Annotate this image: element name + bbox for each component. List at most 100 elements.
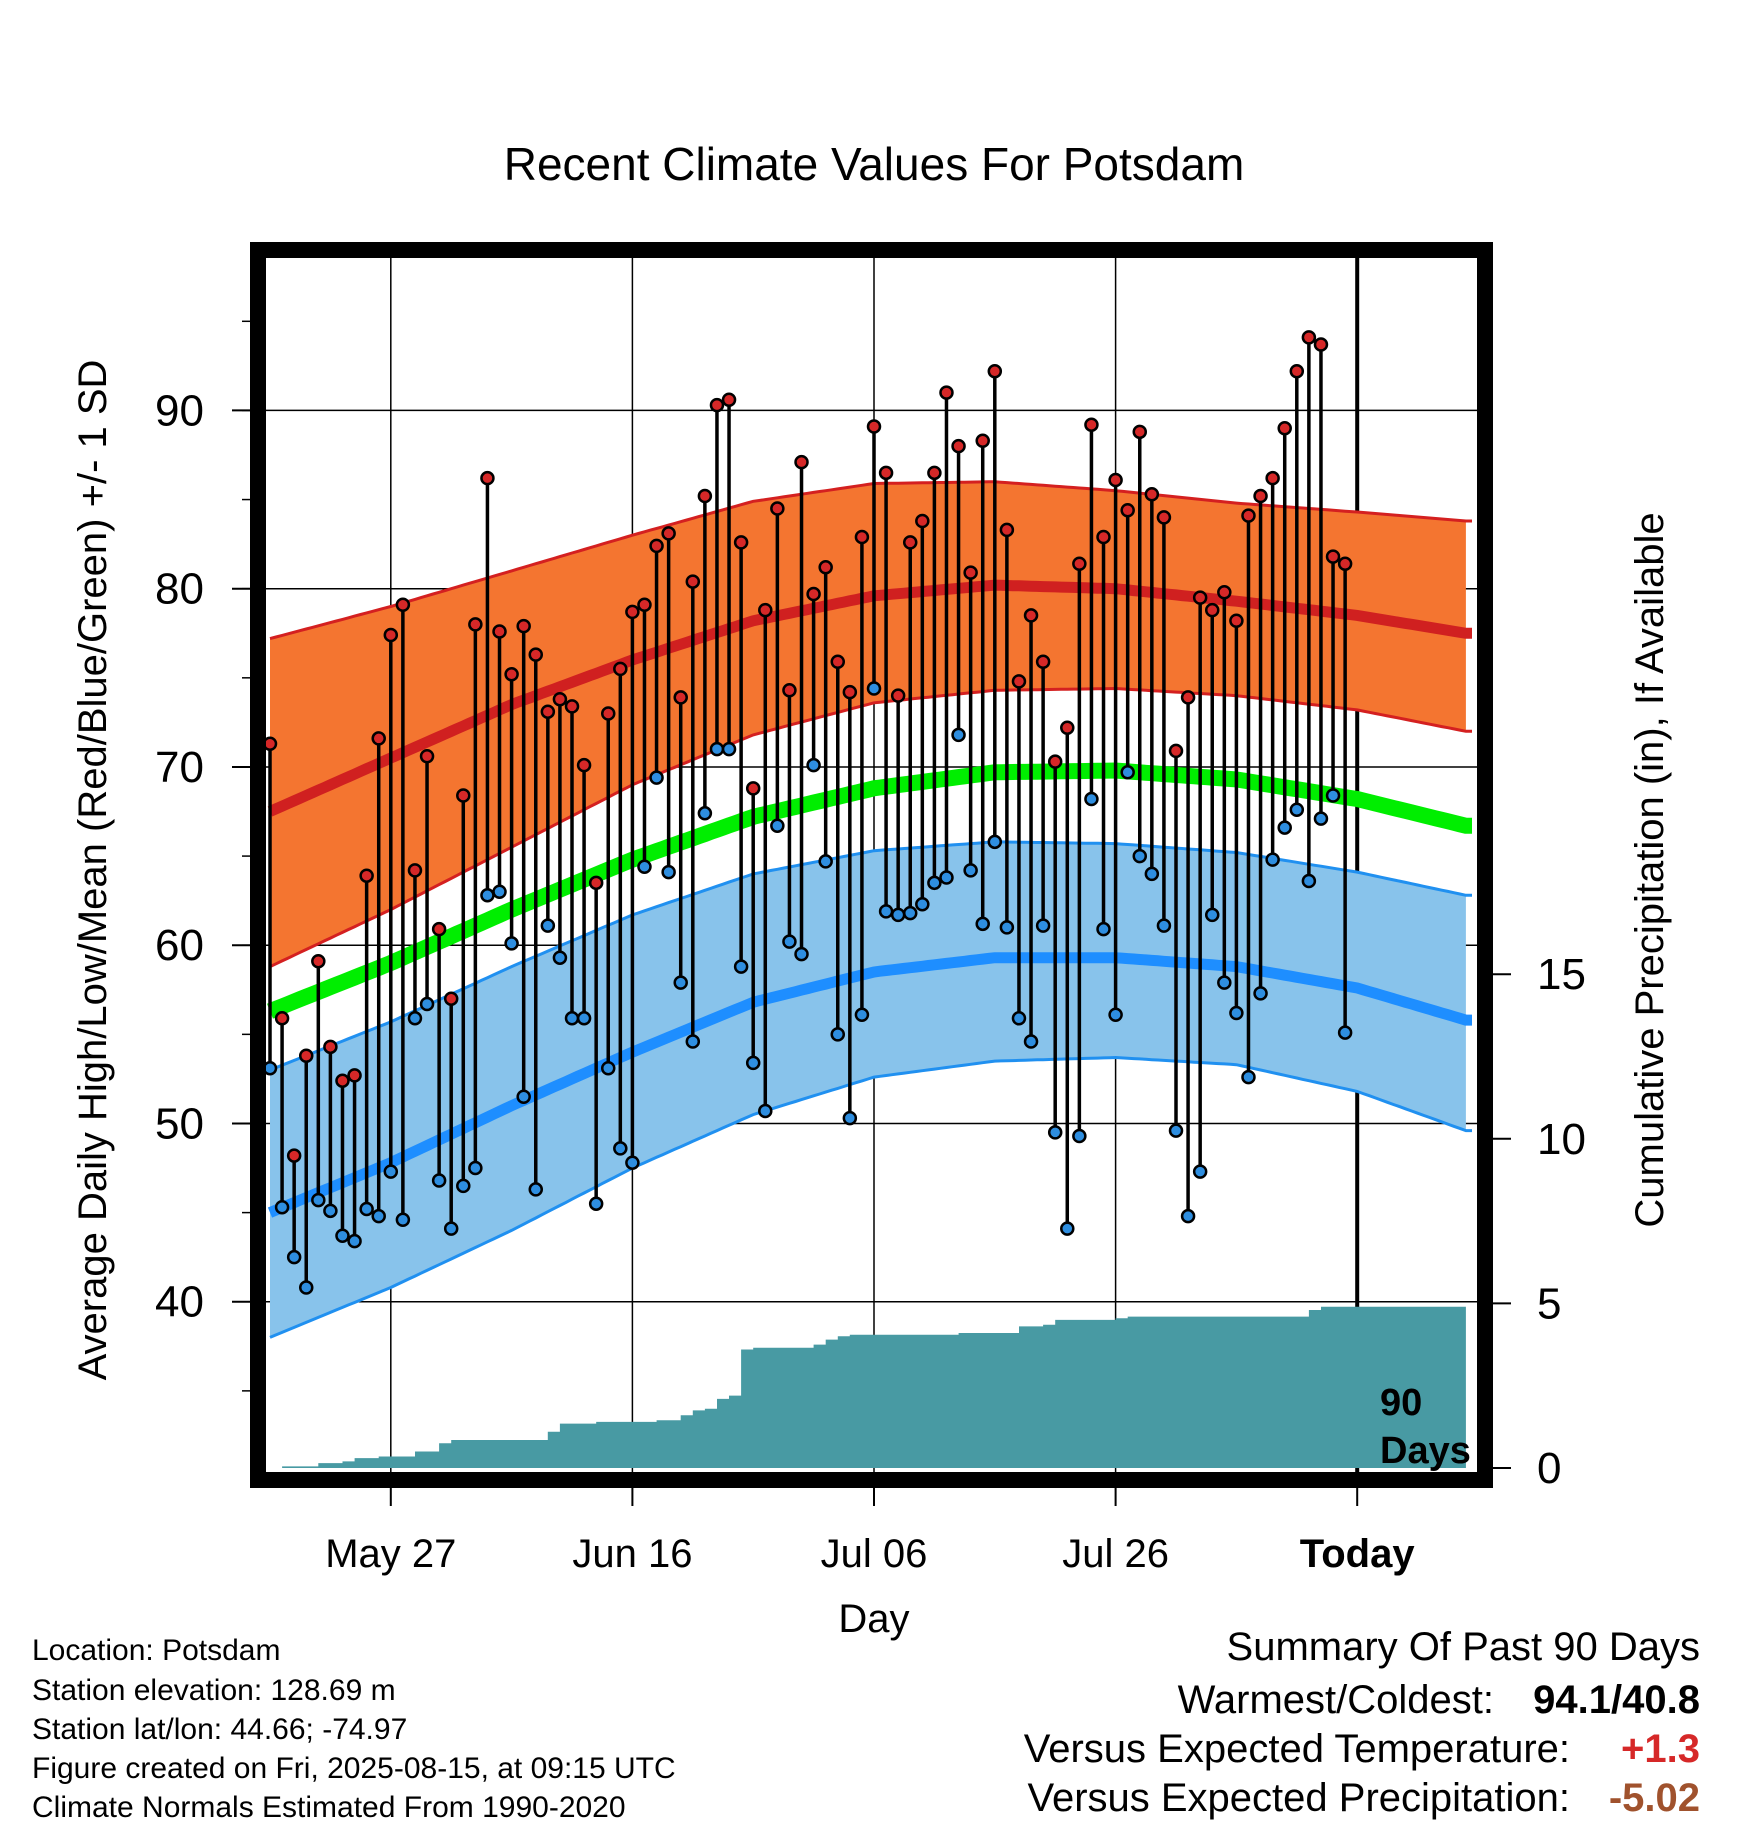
x-tick-label-1: Jun 16 xyxy=(572,1532,692,1576)
footer-latlon: Station lat/lon: 44.66; -74.97 xyxy=(32,1713,407,1746)
observed-low-point-39 xyxy=(733,959,749,974)
observed-high-point-50 xyxy=(866,419,882,434)
observed-high-point-47 xyxy=(830,654,846,670)
observed-high-point-28 xyxy=(600,706,616,721)
observed-low-point-74 xyxy=(1156,918,1172,933)
observed-low-point-85 xyxy=(1289,802,1305,817)
observed-low-point-41 xyxy=(758,1103,773,1119)
y2-tick-label-5: 5 xyxy=(1537,1279,1561,1328)
observed-high-point-16 xyxy=(456,788,471,803)
observed-low-point-65 xyxy=(1047,1125,1063,1140)
observed-high-point-13 xyxy=(419,749,435,764)
observed-high-point-35 xyxy=(685,574,701,589)
observed-low-point-61 xyxy=(999,920,1015,935)
observed-low-point-29 xyxy=(613,1141,628,1156)
observed-high-point-32 xyxy=(649,538,664,554)
observed-high-point-41 xyxy=(758,602,773,618)
observed-high-point-40 xyxy=(745,781,761,796)
observed-high-point-64 xyxy=(1035,654,1051,670)
y-tick-label-40: 40 xyxy=(155,1278,204,1327)
observed-high-point-79 xyxy=(1217,585,1232,600)
observed-low-point-80 xyxy=(1229,1005,1244,1021)
observed-low-point-81 xyxy=(1241,1069,1256,1085)
observed-high-point-15 xyxy=(443,991,459,1006)
observed-low-point-38 xyxy=(721,741,737,757)
observed-low-point-12 xyxy=(407,1011,423,1026)
observed-low-point-5 xyxy=(323,1203,338,1219)
plot-frame xyxy=(250,242,1493,1488)
y2-tick-label-15: 15 xyxy=(1537,950,1586,999)
observed-high-point-4 xyxy=(311,954,326,969)
observed-low-point-35 xyxy=(685,1034,701,1049)
observed-high-point-36 xyxy=(697,488,713,504)
footer-created: Figure created on Fri, 2025-08-15, at 09… xyxy=(32,1752,676,1785)
observed-low-point-42 xyxy=(770,818,785,834)
observed-high-point-11 xyxy=(395,597,411,612)
y-axis-label: Average Daily High/Low/Mean (Red/Blue/Gr… xyxy=(71,360,115,1381)
observed-low-point-15 xyxy=(443,1221,459,1236)
observed-low-point-45 xyxy=(806,757,821,773)
observed-low-point-59 xyxy=(975,916,990,932)
observed-low-point-50 xyxy=(866,681,882,696)
observed-high-point-23 xyxy=(540,704,556,719)
observed-low-point-73 xyxy=(1144,866,1160,882)
observed-high-point-1 xyxy=(274,1011,290,1026)
observed-low-point-3 xyxy=(298,1280,314,1295)
observed-low-point-6 xyxy=(335,1228,350,1244)
footer-location: Location: Potsdam xyxy=(32,1634,280,1667)
y-tick-label-50: 50 xyxy=(155,1099,204,1148)
summary-panel: Summary Of Past 90 Days Warmest/Coldest:… xyxy=(1024,1625,1700,1820)
observed-low-point-14 xyxy=(431,1173,447,1188)
observed-high-point-29 xyxy=(613,661,628,677)
observed-low-point-28 xyxy=(600,1060,616,1076)
observed-high-point-48 xyxy=(842,684,858,700)
period-label-line1: 90 xyxy=(1380,1382,1422,1424)
observed-low-point-44 xyxy=(794,946,809,962)
observed-low-point-49 xyxy=(854,1007,870,1022)
precipitation-area xyxy=(270,1306,1466,1468)
observed-low-point-16 xyxy=(456,1178,471,1194)
observed-high-point-34 xyxy=(673,690,688,705)
observed-high-point-45 xyxy=(806,586,821,602)
observed-low-point-79 xyxy=(1217,975,1232,990)
observed-low-point-72 xyxy=(1132,848,1148,864)
x-axis-label: Day xyxy=(838,1597,909,1641)
observed-low-point-60 xyxy=(987,834,1003,850)
observed-high-point-81 xyxy=(1241,508,1256,523)
observed-high-point-24 xyxy=(552,691,568,707)
y2-axis-label: Cumulative Precipitation (in), If Availa… xyxy=(1628,512,1672,1227)
observed-high-point-55 xyxy=(927,465,942,481)
observed-high-point-31 xyxy=(637,597,652,612)
observed-high-point-19 xyxy=(492,624,507,639)
observed-low-point-78 xyxy=(1204,907,1220,923)
observed-high-point-53 xyxy=(902,535,918,550)
observed-low-point-10 xyxy=(383,1164,399,1179)
observed-low-point-37 xyxy=(709,741,725,757)
observed-low-point-58 xyxy=(963,863,978,878)
observed-high-point-14 xyxy=(431,921,447,937)
observed-low-point-20 xyxy=(504,936,519,951)
footer-elevation: Station elevation: 128.69 m xyxy=(32,1674,396,1707)
summary-precip-label: Versus Expected Precipitation: xyxy=(1027,1776,1570,1820)
observed-low-point-57 xyxy=(951,727,966,743)
summary-title: Summary Of Past 90 Days xyxy=(1227,1625,1700,1669)
x-tick-label-3: Jul 26 xyxy=(1062,1532,1169,1576)
observed-high-point-76 xyxy=(1180,690,1196,705)
observed-high-point-6 xyxy=(335,1073,350,1088)
y2-tick-label-0: 0 xyxy=(1537,1444,1561,1493)
observed-low-point-56 xyxy=(939,870,954,885)
observed-high-point-84 xyxy=(1277,421,1292,436)
observed-low-point-51 xyxy=(878,904,894,919)
observed-high-point-65 xyxy=(1047,754,1063,769)
observed-high-point-68 xyxy=(1084,417,1099,432)
observed-high-point-18 xyxy=(480,470,495,486)
observed-low-point-89 xyxy=(1337,1025,1353,1040)
observed-high-point-69 xyxy=(1096,529,1111,545)
observed-low-point-54 xyxy=(915,896,930,912)
observed-low-point-1 xyxy=(274,1200,290,1215)
observed-high-point-39 xyxy=(733,535,749,550)
y-tick-label-60: 60 xyxy=(155,921,204,970)
observed-low-point-25 xyxy=(564,1011,580,1026)
footer-normals: Climate Normals Estimated From 1990-2020 xyxy=(32,1791,626,1824)
